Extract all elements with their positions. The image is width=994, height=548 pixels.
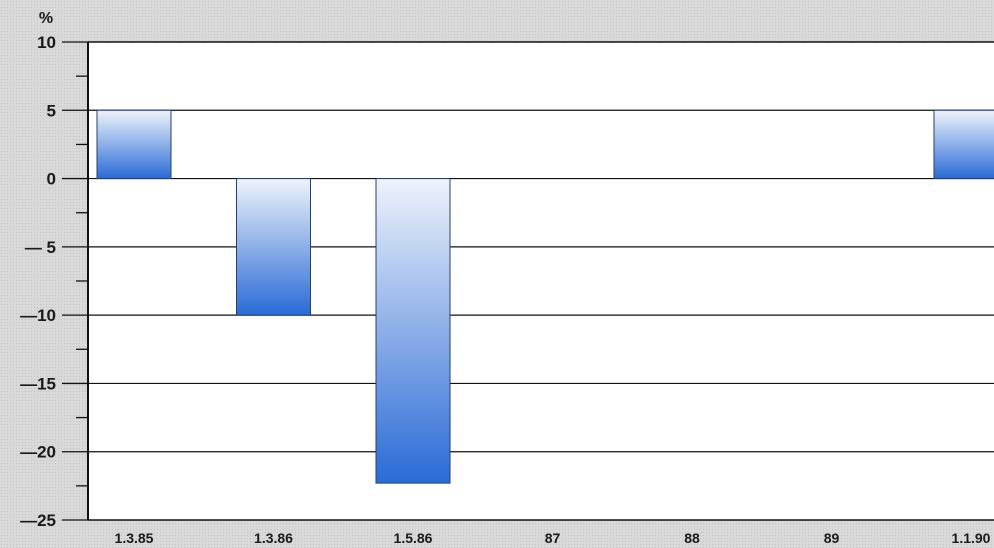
x-tick-label: 1.3.86: [254, 530, 293, 546]
y-tick-label: 10: [37, 33, 56, 52]
bar-1.3.85: [96, 109, 172, 180]
y-axis-unit-label: %: [39, 10, 53, 27]
y-tick-label: — 5: [25, 238, 56, 257]
x-tick-label: 1.1.90: [952, 530, 991, 546]
x-tick-label: 88: [684, 530, 700, 546]
x-tick-label: 1.5.86: [394, 530, 433, 546]
y-tick-label: 0: [47, 170, 56, 189]
bar-1.1.90: [933, 109, 994, 180]
y-tick-label: —15: [20, 374, 56, 393]
x-tick-label: 89: [824, 530, 840, 546]
y-tick-label: —10: [20, 306, 56, 325]
x-tick-label: 87: [545, 530, 561, 546]
y-tick-label: —20: [20, 443, 56, 462]
y-tick-label: 5: [47, 101, 56, 120]
x-tick-label: 1.3.85: [115, 530, 154, 546]
y-tick-label: —25: [20, 511, 56, 530]
plot-area: [88, 42, 994, 520]
bar-1.3.86: [236, 178, 311, 316]
bar-1.5.86: [375, 178, 451, 484]
